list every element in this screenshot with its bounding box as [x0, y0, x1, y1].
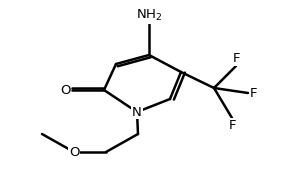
Text: F: F: [232, 52, 240, 65]
Text: O: O: [69, 145, 79, 158]
Text: N: N: [132, 106, 142, 119]
Text: F: F: [249, 87, 257, 100]
Text: F: F: [228, 119, 236, 132]
Text: O: O: [60, 83, 71, 96]
Text: NH$_2$: NH$_2$: [136, 8, 162, 23]
